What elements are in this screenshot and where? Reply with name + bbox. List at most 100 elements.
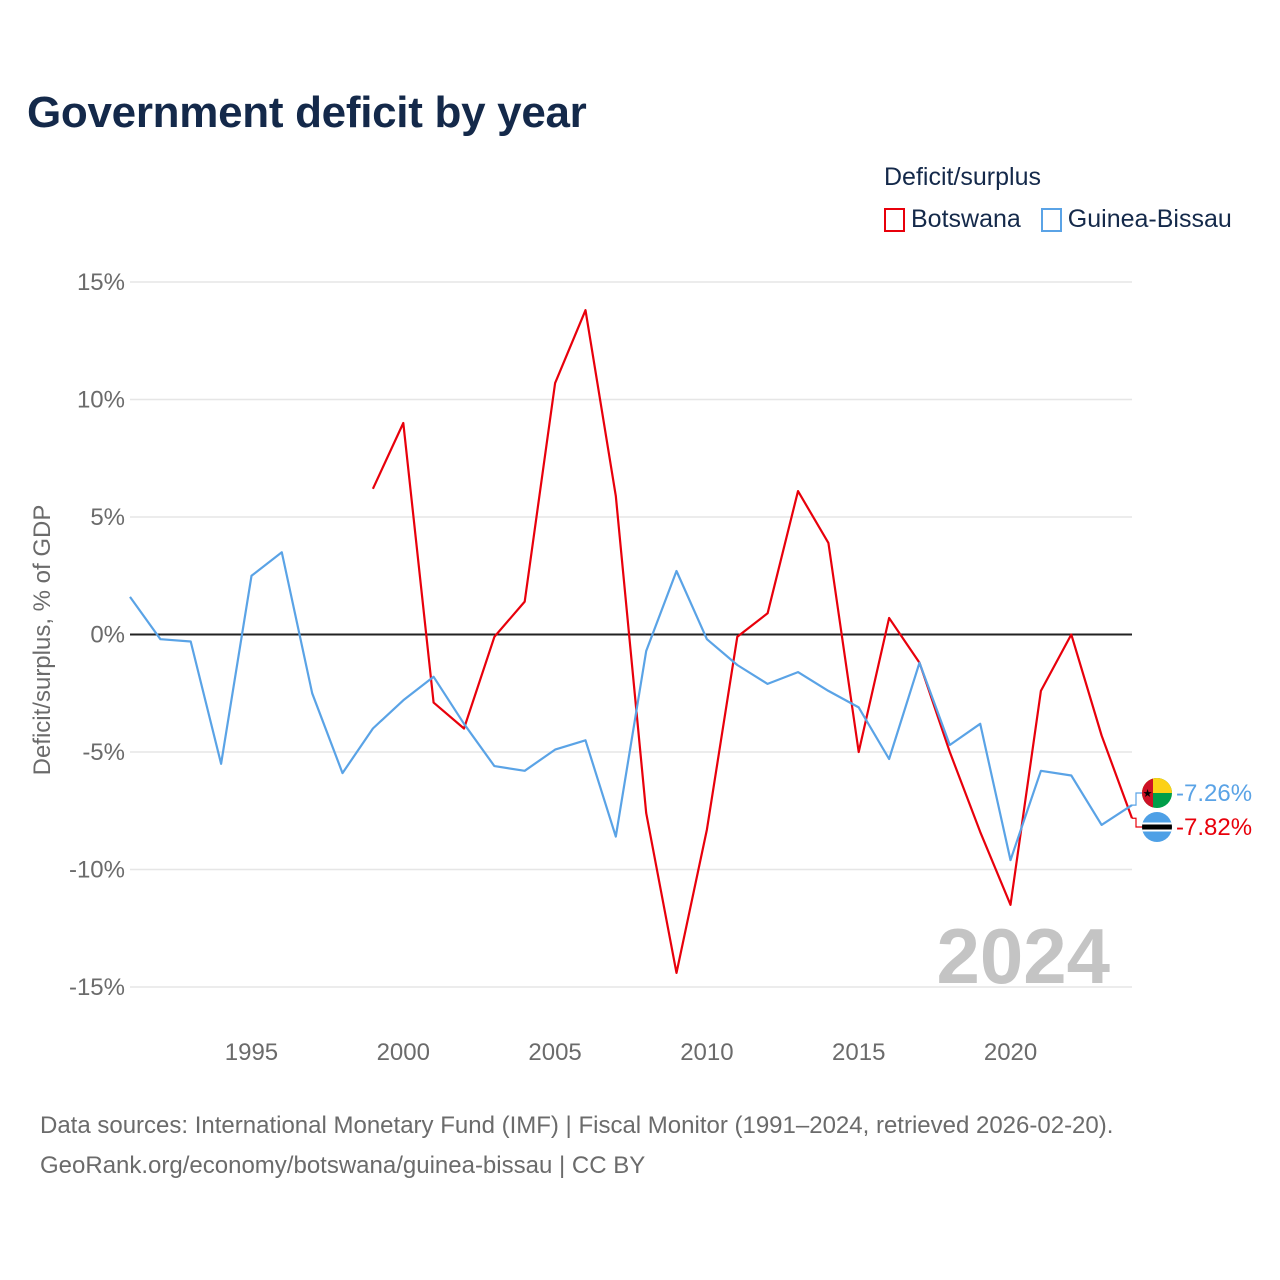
y-axis-ticks: 15% 10% 5% 0% -5% -10% -15% <box>69 269 125 1001</box>
data-point-guinea-bissau <box>735 663 739 667</box>
guinea-bissau-end-label: -7.26% <box>1176 780 1252 807</box>
data-point-guinea-bissau <box>826 689 830 693</box>
data-point-guinea-bissau <box>280 550 284 554</box>
x-tick-label: 2010 <box>680 1039 733 1066</box>
x-tick-label: 2005 <box>528 1039 581 1066</box>
data-point-guinea-bissau <box>341 771 345 775</box>
x-tick-label: 1995 <box>225 1039 278 1066</box>
data-point-guinea-bissau <box>766 682 770 686</box>
guinea-bissau-connector <box>1132 792 1143 806</box>
series-layer <box>128 308 1134 975</box>
y-tick-label: 15% <box>77 269 125 296</box>
data-point-botswana <box>401 421 405 425</box>
data-point-guinea-bissau <box>857 705 861 709</box>
legend-swatch-guinea-bissau <box>1040 207 1062 232</box>
botswana-flag-icon <box>1142 812 1172 842</box>
data-point-guinea-bissau <box>249 574 253 578</box>
legend-label-guinea-bissau: Guinea-Bissau <box>1067 205 1232 233</box>
flag-stripe-red <box>1142 778 1153 808</box>
data-point-botswana <box>583 308 587 312</box>
data-point-guinea-bissau <box>705 637 709 641</box>
guinea-bissau-flag-icon: ★ <box>1142 778 1172 808</box>
y-tick-label: 10% <box>77 387 125 414</box>
data-point-guinea-bissau <box>583 738 587 742</box>
data-point-botswana <box>978 830 982 834</box>
data-point-guinea-bissau <box>189 640 193 644</box>
series-line-guinea-bissau <box>129 551 1133 862</box>
botswana-flag-body <box>1142 812 1172 842</box>
data-point-botswana <box>432 701 436 705</box>
data-point-botswana <box>1039 689 1043 693</box>
data-point-botswana <box>614 494 618 498</box>
line-chart: 15% 10% 5% 0% -5% -10% -15% 1995 2000 2005 2010 20… <box>29 269 1252 1066</box>
y-tick-label: 5% <box>90 504 125 531</box>
data-point-guinea-bissau <box>948 743 952 747</box>
data-point-guinea-bissau <box>1009 858 1013 862</box>
y-tick-label: -10% <box>69 857 125 884</box>
legend-item-guinea-bissau[interactable]: Guinea-Bissau <box>1040 205 1232 234</box>
y-tick-label: -15% <box>69 974 125 1001</box>
series-line-botswana <box>371 309 1134 975</box>
y-tick-label: 0% <box>90 622 125 649</box>
data-point-guinea-bissau <box>371 727 375 731</box>
end-markers: ★ -7.26% -7.82% <box>1132 778 1252 842</box>
data-point-botswana <box>826 541 830 545</box>
data-point-guinea-bissau <box>492 764 496 768</box>
data-point-botswana <box>857 750 861 754</box>
data-point-guinea-bissau <box>401 698 405 702</box>
flag-stripe-black <box>1142 824 1172 830</box>
data-point-guinea-bissau <box>432 675 436 679</box>
botswana-connector <box>1132 817 1143 828</box>
data-point-guinea-bissau <box>128 595 132 599</box>
data-point-guinea-bissau <box>614 835 618 839</box>
data-point-guinea-bissau <box>796 670 800 674</box>
data-point-guinea-bissau <box>887 757 891 761</box>
data-point-botswana <box>675 971 679 975</box>
chart-title: Government deficit by year <box>27 88 587 137</box>
x-tick-label: 2020 <box>984 1039 1037 1066</box>
data-point-guinea-bissau <box>523 769 527 773</box>
y-axis-label: Deficit/surplus, % of GDP <box>29 505 56 776</box>
x-tick-label: 2015 <box>832 1039 885 1066</box>
data-point-botswana <box>766 611 770 615</box>
data-point-guinea-bissau <box>553 748 557 752</box>
data-point-guinea-bissau <box>644 649 648 653</box>
data-point-botswana <box>553 381 557 385</box>
data-point-botswana <box>1100 734 1104 738</box>
y-tick-label: -5% <box>82 739 125 766</box>
flag-star-icon: ★ <box>1143 788 1153 800</box>
legend-item-botswana[interactable]: Botswana <box>884 205 1021 234</box>
data-point-botswana <box>948 750 952 754</box>
data-point-botswana <box>371 487 375 491</box>
data-point-guinea-bissau <box>675 569 679 573</box>
data-point-guinea-bissau <box>1100 823 1104 827</box>
data-point-botswana <box>705 828 709 832</box>
guinea-bissau-flag-body: ★ <box>1142 778 1172 808</box>
data-point-botswana <box>1069 633 1073 637</box>
data-point-botswana <box>1009 903 1013 907</box>
data-point-botswana <box>735 635 739 639</box>
data-point-botswana <box>644 811 648 815</box>
legend-title: Deficit/surplus <box>884 163 1041 191</box>
footer-sources: Data sources: International Monetary Fun… <box>40 1112 1114 1139</box>
data-point-guinea-bissau <box>1039 769 1043 773</box>
legend: Botswana Guinea-Bissau <box>884 205 1232 234</box>
data-point-botswana <box>523 600 527 604</box>
data-point-botswana <box>492 635 496 639</box>
data-point-botswana <box>796 489 800 493</box>
data-point-guinea-bissau <box>1069 774 1073 778</box>
data-point-guinea-bissau <box>978 722 982 726</box>
x-axis-ticks: 1995 2000 2005 2010 2015 2020 <box>225 1039 1037 1066</box>
data-point-guinea-bissau <box>310 691 314 695</box>
year-watermark: 2024 <box>936 912 1110 1000</box>
x-tick-label: 2000 <box>377 1039 430 1066</box>
data-point-guinea-bissau <box>158 637 162 641</box>
legend-label-botswana: Botswana <box>911 205 1021 233</box>
footer-attribution: GeoRank.org/economy/botswana/guinea-biss… <box>40 1152 646 1179</box>
legend-swatch-botswana <box>884 207 905 232</box>
botswana-end-label: -7.82% <box>1176 814 1252 841</box>
data-point-guinea-bissau <box>219 762 223 766</box>
data-point-guinea-bissau <box>462 722 466 726</box>
footer: Data sources: International Monetary Fun… <box>40 1106 1113 1186</box>
data-point-guinea-bissau <box>917 661 921 665</box>
